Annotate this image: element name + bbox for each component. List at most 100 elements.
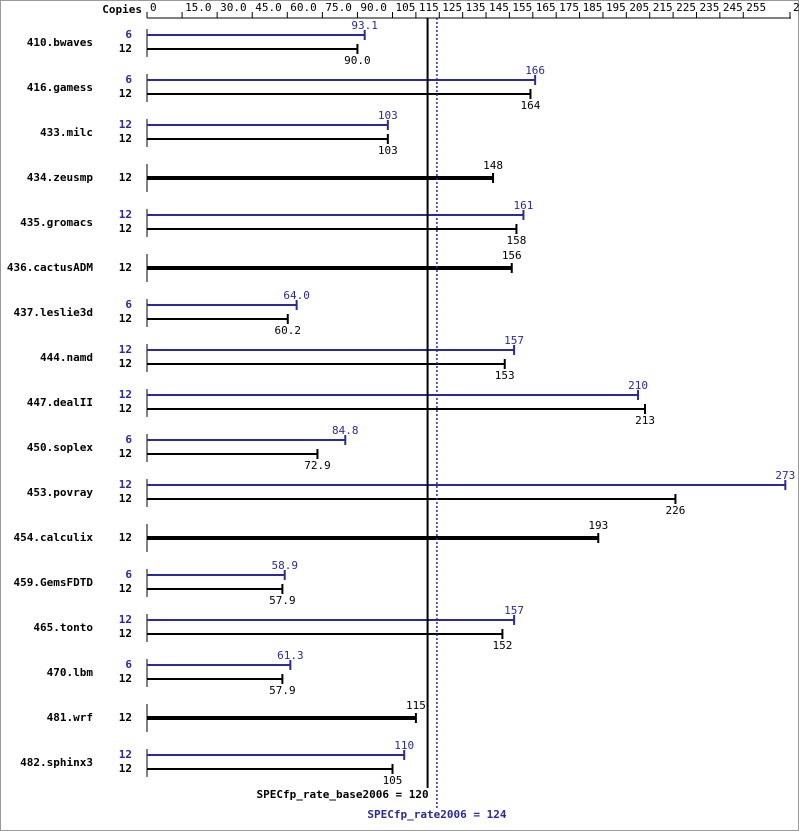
copies: 12 <box>119 748 132 761</box>
x-tick-label: 60.0 <box>290 1 317 14</box>
value-label: 166 <box>525 64 545 77</box>
benchmark-name: 437.leslie3d <box>14 306 93 319</box>
x-tick-label: 0 <box>150 1 157 14</box>
value-label: 90.0 <box>344 54 371 67</box>
copies: 12 <box>119 312 132 325</box>
copies: 6 <box>125 433 132 446</box>
copies: 12 <box>119 762 132 775</box>
copies: 12 <box>119 613 132 626</box>
copies: 12 <box>119 388 132 401</box>
copies: 12 <box>119 582 132 595</box>
value-label: 110 <box>394 739 414 752</box>
copies: 6 <box>125 298 132 311</box>
x-tick-label: 195 <box>606 1 626 14</box>
copies: 12 <box>119 672 132 685</box>
x-tick-label: 275 <box>793 1 799 14</box>
benchmark-name: 447.dealII <box>27 396 93 409</box>
x-tick-label: 145 <box>489 1 509 14</box>
benchmark-name: 416.gamess <box>27 81 93 94</box>
x-tick-label: 165 <box>536 1 556 14</box>
copies: 12 <box>119 478 132 491</box>
copies: 12 <box>119 132 132 145</box>
copies: 6 <box>125 73 132 86</box>
copies: 6 <box>125 568 132 581</box>
value-label: 115 <box>406 699 426 712</box>
x-tick-label: 175 <box>559 1 579 14</box>
copies: 12 <box>119 357 132 370</box>
x-tick-label: 125 <box>442 1 462 14</box>
x-tick-label: 15.0 <box>185 1 212 14</box>
copies: 12 <box>119 492 132 505</box>
copies: 12 <box>119 447 132 460</box>
benchmark-name: 435.gromacs <box>20 216 93 229</box>
value-label: 210 <box>628 379 648 392</box>
x-tick-label: 205 <box>629 1 649 14</box>
benchmark-name: 482.sphinx3 <box>20 756 93 769</box>
value-label: 57.9 <box>269 684 296 697</box>
copies: 12 <box>119 222 132 235</box>
copies-header: Copies <box>102 3 142 16</box>
benchmark-name: 465.tonto <box>33 621 93 634</box>
copies: 12 <box>119 627 132 640</box>
value-label: 158 <box>506 234 526 247</box>
value-label: 57.9 <box>269 594 296 607</box>
value-label: 93.1 <box>351 19 378 32</box>
value-label: 58.9 <box>271 559 298 572</box>
copies: 12 <box>119 118 132 131</box>
benchmark-name: 433.milc <box>40 126 93 139</box>
benchmark-name: 470.lbm <box>47 666 94 679</box>
benchmark-name: 436.cactusADM <box>7 261 93 274</box>
benchmark-name: 450.soplex <box>27 441 94 454</box>
copies: 12 <box>119 171 132 184</box>
value-label: 60.2 <box>275 324 302 337</box>
value-label: 148 <box>483 159 503 172</box>
x-tick-label: 115 <box>419 1 439 14</box>
x-tick-label: 135 <box>466 1 486 14</box>
x-tick-label: 185 <box>583 1 603 14</box>
benchmark-name: 459.GemsFDTD <box>14 576 94 589</box>
value-label: 61.3 <box>277 649 304 662</box>
value-label: 157 <box>504 334 524 347</box>
x-tick-label: 235 <box>699 1 719 14</box>
benchmark-name: 434.zeusmp <box>27 171 94 184</box>
copies: 12 <box>119 711 132 724</box>
reference-label: SPECfp_rate_base2006 = 120 <box>256 788 428 801</box>
value-label: 105 <box>383 774 403 787</box>
value-label: 273 <box>775 469 795 482</box>
x-tick-label: 155 <box>512 1 532 14</box>
x-tick-label: 105 <box>396 1 416 14</box>
x-tick-label: 90.0 <box>360 1 387 14</box>
value-label: 164 <box>521 99 541 112</box>
x-tick-label: 215 <box>653 1 673 14</box>
x-tick-label: 75.0 <box>325 1 352 14</box>
value-label: 157 <box>504 604 524 617</box>
benchmark-name: 410.bwaves <box>27 36 93 49</box>
copies: 6 <box>125 28 132 41</box>
value-label: 103 <box>378 109 398 122</box>
copies: 12 <box>119 531 132 544</box>
copies: 12 <box>119 261 132 274</box>
value-label: 152 <box>492 639 512 652</box>
copies: 12 <box>119 343 132 356</box>
value-label: 161 <box>514 199 534 212</box>
x-tick-label: 45.0 <box>255 1 282 14</box>
x-tick-label: 225 <box>676 1 696 14</box>
value-label: 193 <box>588 519 608 532</box>
value-label: 72.9 <box>304 459 331 472</box>
value-label: 64.0 <box>283 289 310 302</box>
copies: 12 <box>119 42 132 55</box>
benchmark-name: 454.calculix <box>14 531 94 544</box>
x-tick-label: 30.0 <box>220 1 247 14</box>
value-label: 153 <box>495 369 515 382</box>
copies: 12 <box>119 208 132 221</box>
copies: 12 <box>119 402 132 415</box>
copies: 6 <box>125 658 132 671</box>
reference-label: SPECfp_rate2006 = 124 <box>367 808 506 821</box>
x-tick-label: 245 <box>723 1 743 14</box>
value-label: 226 <box>665 504 685 517</box>
value-label: 213 <box>635 414 655 427</box>
value-label: 84.8 <box>332 424 359 437</box>
benchmark-name: 444.namd <box>40 351 93 364</box>
benchmark-name: 481.wrf <box>47 711 93 724</box>
